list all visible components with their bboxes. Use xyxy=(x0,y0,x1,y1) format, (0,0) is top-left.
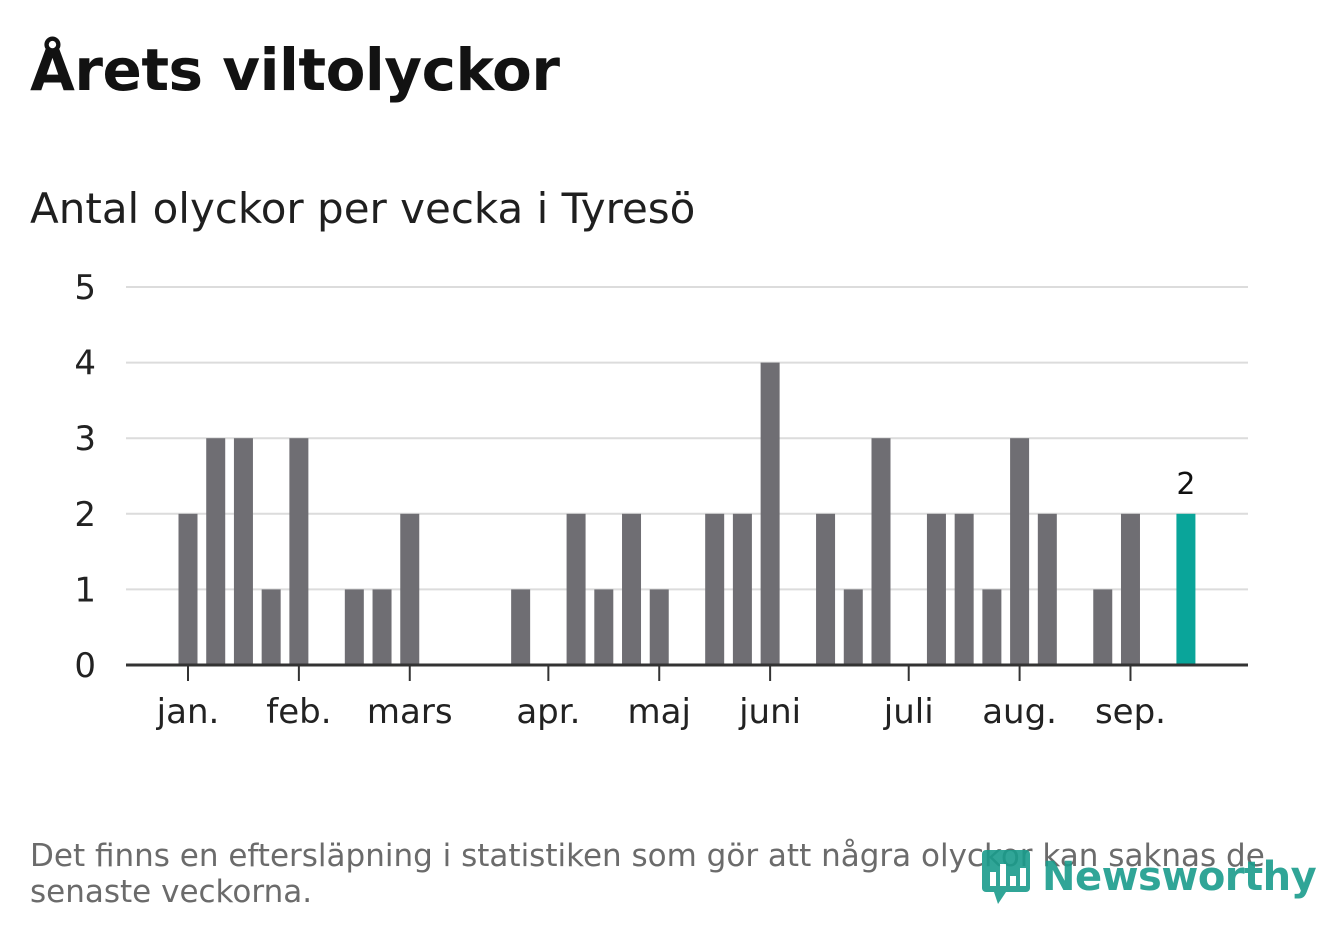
bar xyxy=(289,438,309,665)
bar xyxy=(622,513,642,665)
y-tick-label: 0 xyxy=(74,646,96,686)
bar xyxy=(400,513,420,665)
bar xyxy=(206,438,226,665)
bar xyxy=(926,513,946,665)
bar xyxy=(1120,513,1140,665)
x-tick-label: sep. xyxy=(1095,692,1166,732)
bar xyxy=(1093,589,1113,665)
bar xyxy=(511,589,531,665)
bar xyxy=(954,513,974,665)
bar xyxy=(982,589,1002,665)
y-tick-label: 2 xyxy=(74,495,96,535)
x-tick-label: apr. xyxy=(516,692,580,732)
bar xyxy=(649,589,669,665)
footnote: Det finns en eftersläpning i statistiken… xyxy=(30,838,1265,910)
bar xyxy=(816,513,836,665)
highlight-data-label: 2 xyxy=(1176,467,1195,502)
y-tick-label: 3 xyxy=(74,419,96,459)
bar xyxy=(566,513,586,665)
x-tick-label: juni xyxy=(738,692,801,732)
y-tick-label: 4 xyxy=(74,344,96,384)
y-tick-label: 1 xyxy=(74,570,96,610)
newsworthy-logo: Newsworthy xyxy=(980,848,1317,906)
bar xyxy=(871,438,891,665)
x-tick-label: mars xyxy=(367,692,453,732)
highlight-bar xyxy=(1176,513,1196,665)
bar xyxy=(705,513,725,665)
bar xyxy=(760,362,780,665)
bar xyxy=(233,438,253,665)
x-tick-label: feb. xyxy=(266,692,331,732)
chart-subtitle: Antal olyckor per vecka i Tyresö xyxy=(30,184,696,233)
y-tick-label: 5 xyxy=(74,268,96,308)
bar xyxy=(1037,513,1057,665)
bar xyxy=(1010,438,1030,665)
chart-title: Årets viltolyckor xyxy=(30,36,560,104)
x-tick-label: juli xyxy=(883,692,934,732)
bar-chart-speech-icon xyxy=(982,850,1030,904)
x-tick-label: aug. xyxy=(982,692,1057,732)
bar xyxy=(843,589,863,665)
bar xyxy=(594,589,614,665)
bar xyxy=(261,589,281,665)
bar-chart: 0 1 2 3 4 5 2 jan. feb. mars apr. maj juni juli aug. se… xyxy=(74,268,1248,732)
x-tick-label: jan. xyxy=(156,692,220,732)
bar xyxy=(372,589,392,665)
logo-text: Newsworthy xyxy=(1042,854,1317,900)
x-tick-label: maj xyxy=(628,692,691,732)
bar xyxy=(178,513,198,665)
bar xyxy=(732,513,752,665)
bar xyxy=(344,589,364,665)
